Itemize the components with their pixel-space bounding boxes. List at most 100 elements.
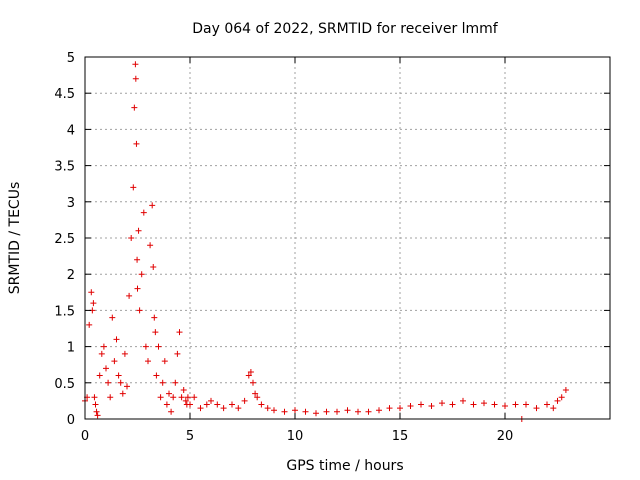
data-point (100, 343, 107, 350)
data-point (166, 390, 172, 397)
data-point (180, 387, 187, 394)
x-tick-label: 5 (186, 429, 194, 444)
data-point (292, 407, 298, 414)
y-tick-label: 4.5 (54, 87, 75, 102)
data-point (176, 329, 183, 336)
data-point (149, 202, 156, 209)
data-point (128, 235, 135, 241)
data-point (126, 292, 133, 299)
data-point (254, 394, 261, 401)
data-point (470, 401, 477, 408)
data-point (428, 402, 435, 409)
data-point (355, 408, 361, 415)
data-point (220, 405, 227, 412)
data-point (133, 140, 140, 147)
x-tick-label: 0 (81, 429, 89, 444)
data-point (157, 394, 164, 401)
data-point (241, 397, 248, 404)
data-points (82, 61, 569, 422)
data-point (554, 397, 561, 404)
data-point (208, 397, 214, 404)
data-point (460, 397, 466, 404)
data-point (161, 358, 168, 365)
data-point (386, 405, 393, 412)
data-point (90, 300, 97, 307)
data-point (150, 263, 157, 270)
x-tick-label: 10 (287, 429, 304, 444)
data-point (119, 390, 126, 397)
data-point (182, 397, 189, 404)
data-point (142, 343, 149, 350)
data-point (174, 350, 181, 357)
data-point (88, 289, 95, 296)
data-point (187, 401, 193, 408)
data-point (533, 405, 540, 412)
data-point (258, 401, 265, 408)
data-point (111, 358, 118, 365)
data-point (140, 209, 147, 216)
data-point (376, 407, 382, 414)
data-point (439, 400, 445, 407)
data-point (191, 394, 198, 401)
data-point (313, 410, 319, 417)
data-point (134, 285, 141, 292)
data-point (491, 401, 498, 408)
data-point (334, 408, 340, 415)
data-point (252, 390, 259, 397)
x-tick-label: 15 (392, 429, 409, 444)
y-tick-label: 1 (67, 341, 75, 356)
data-point (203, 401, 210, 408)
data-point (229, 401, 235, 408)
data-point (86, 321, 93, 328)
y-tick-label: 1.5 (54, 304, 75, 319)
y-tick-label: 0 (67, 413, 75, 428)
data-point (117, 379, 124, 386)
data-point (91, 394, 98, 401)
data-point (107, 394, 114, 401)
data-point (147, 242, 154, 249)
data-point (132, 75, 139, 82)
data-point (135, 227, 142, 234)
data-point (523, 401, 529, 408)
data-point (145, 358, 151, 365)
data-point (449, 401, 456, 408)
data-point (151, 314, 158, 321)
data-point (130, 184, 137, 191)
data-point (407, 402, 414, 409)
data-point (544, 401, 550, 408)
data-point (132, 61, 139, 68)
data-point (418, 401, 424, 408)
data-point (134, 256, 141, 263)
data-point (168, 408, 175, 415)
y-tick-label: 3 (67, 196, 75, 211)
grid-lines (85, 57, 610, 419)
data-point (93, 408, 100, 415)
data-point (121, 350, 128, 357)
data-point (96, 372, 103, 379)
data-point (264, 405, 271, 412)
data-point (281, 408, 288, 415)
y-tick-label: 2 (67, 268, 75, 283)
chart-title: Day 064 of 2022, SRMTID for receiver lmm… (192, 21, 499, 37)
data-point (365, 408, 372, 415)
data-point (550, 405, 557, 412)
axis-ticks: 0 0.5 1 1.5 2 2.5 3 3.5 4 4.5 5 0 5 10 15 20 (54, 51, 610, 444)
data-point (159, 379, 166, 386)
data-point (113, 336, 120, 343)
x-tick-label: 20 (497, 429, 514, 444)
x-axis-label: GPS time / hours (286, 458, 403, 474)
data-point (397, 405, 403, 412)
data-point (344, 407, 351, 414)
data-point (502, 402, 508, 409)
y-tick-label: 0.5 (54, 377, 75, 392)
data-point (109, 314, 116, 321)
data-point (170, 394, 177, 401)
data-point (512, 401, 519, 408)
y-tick-label: 2.5 (54, 232, 75, 247)
data-point (98, 350, 105, 357)
data-point (105, 379, 112, 386)
data-point (245, 372, 252, 379)
data-point (250, 379, 256, 386)
